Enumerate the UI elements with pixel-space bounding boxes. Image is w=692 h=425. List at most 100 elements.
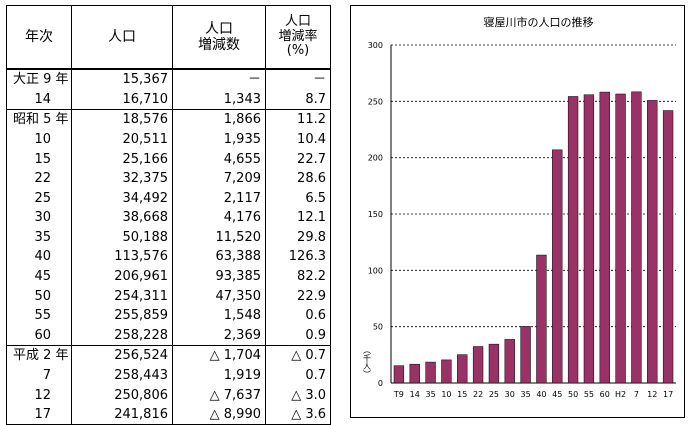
cell-rate: △ 3.6	[265, 404, 331, 425]
table-row: 30 38,668 4,176 12.1	[6, 208, 331, 228]
cell-year: 45	[6, 266, 72, 287]
cell-year: 10	[6, 129, 72, 150]
x-tick-label: T9	[393, 390, 404, 399]
cell-increase: 2,117	[172, 188, 266, 209]
y-axis-label: （千人）	[363, 346, 372, 378]
bar	[567, 96, 579, 384]
cell-year: 大正 9 年	[6, 68, 72, 90]
cell-increase: 11,520	[172, 227, 266, 248]
cell-increase: △ 7,637	[172, 385, 266, 405]
cell-rate: 6.5	[265, 188, 331, 209]
bar	[441, 359, 452, 384]
header-increase: 人口 増減数	[172, 5, 266, 70]
bar	[662, 110, 674, 384]
header-rate-line2: 増減率	[278, 28, 318, 44]
cell-population: 18,576	[71, 109, 173, 130]
y-tick-label: 200	[368, 154, 383, 163]
cell-population: 258,443	[71, 365, 173, 386]
cell-population: 206,961	[71, 266, 173, 287]
cell-population: 255,859	[71, 305, 173, 326]
x-tick-label: 25	[489, 390, 499, 399]
cell-population: 15,367	[71, 68, 173, 90]
cell-year: 14	[6, 89, 72, 110]
cell-year: 25	[6, 188, 72, 209]
x-tick-label: 60	[600, 390, 610, 399]
cell-increase: 1,343	[172, 89, 266, 110]
header-rate-line1: 人口	[284, 13, 311, 29]
x-tick-label: 40	[536, 390, 546, 399]
cell-population: 32,375	[71, 168, 173, 189]
cell-year: 17	[6, 404, 72, 425]
cell-rate: 11.2	[265, 109, 331, 130]
cell-rate: 8.7	[265, 89, 331, 110]
cell-rate: 0.6	[265, 305, 331, 326]
cell-population: 20,511	[71, 129, 173, 150]
table-row: 12 250,806 △ 7,637 △ 3.0	[6, 385, 331, 405]
cell-year: 平成 2 年	[6, 345, 72, 366]
bar	[457, 354, 468, 384]
table-row: 35 50,188 11,520 29.8	[6, 227, 331, 248]
cell-rate: 22.9	[265, 286, 331, 306]
cell-year: 35	[6, 227, 72, 248]
cell-year: 15	[6, 149, 72, 169]
y-tick-label: 250	[368, 97, 383, 106]
cell-rate: 82.2	[265, 266, 331, 287]
cell-population: 258,228	[71, 325, 173, 346]
x-tick-label: 10	[441, 390, 451, 399]
cell-increase: 7,209	[172, 168, 266, 189]
table-row: 25 34,492 2,117 6.5	[6, 188, 331, 209]
cell-year: 40	[6, 247, 72, 267]
cell-population: 250,806	[71, 385, 173, 405]
x-tick-label: 35	[425, 390, 435, 399]
cell-increase: △ 1,704	[172, 345, 266, 366]
table-row: 14 16,710 1,343 8.7	[6, 89, 331, 110]
header-increase-line1: 人口	[205, 20, 233, 37]
header-rate: 人口 増減率 (%)	[265, 5, 331, 70]
bar	[520, 326, 531, 384]
cell-rate: 126.3	[265, 247, 331, 267]
y-tick-label: 0	[378, 379, 383, 388]
table-row: 17 241,816 △ 8,990 △ 3.6	[6, 404, 331, 425]
bar	[409, 363, 420, 384]
bar	[425, 361, 436, 384]
cell-increase: 47,350	[172, 286, 266, 306]
y-tick-label: 100	[368, 266, 383, 275]
cell-population: 254,311	[71, 286, 173, 306]
cell-population: 25,166	[71, 149, 173, 169]
bar	[647, 100, 658, 384]
bar	[583, 94, 595, 384]
cell-increase: 4,176	[172, 208, 266, 228]
bar	[631, 91, 642, 384]
bar	[488, 343, 500, 384]
cell-increase: 1,548	[172, 305, 266, 326]
cell-increase: 63,388	[172, 247, 266, 267]
cell-rate: 29.8	[265, 227, 331, 248]
bar	[472, 346, 484, 384]
population-bar-chart: 寝屋川市の人口の推移 0 50 100 150 200 250 300 （千人） T9 14 35 10…	[363, 15, 676, 399]
cell-increase: 2,369	[172, 325, 266, 346]
table-row: 平成 2 年 256,524 △ 1,704 △ 0.7	[6, 345, 331, 366]
y-tick-label: 150	[368, 210, 383, 219]
cell-rate: △ 3.0	[265, 385, 331, 405]
cell-year: 55	[6, 305, 72, 326]
cell-increase: 1,919	[172, 365, 266, 386]
x-tick-label: H2	[615, 390, 626, 399]
cell-population: 50,188	[71, 227, 173, 248]
header-rate-line3: (%)	[286, 43, 310, 59]
cell-year: 7	[6, 365, 72, 386]
cell-year: 50	[6, 286, 72, 306]
bar	[599, 91, 610, 384]
y-tick-label: 50	[373, 323, 383, 332]
bar	[536, 254, 547, 384]
cell-population: 113,576	[71, 247, 173, 267]
x-tick-label: 15	[457, 390, 467, 399]
table-row: 7 258,443 1,919 0.7	[6, 365, 331, 386]
cell-increase: 4,655	[172, 149, 266, 169]
header-year: 年次	[6, 5, 72, 70]
cell-population: 16,710	[71, 89, 173, 110]
bar	[393, 365, 405, 384]
x-tick-label: 55	[584, 390, 594, 399]
cell-population: 241,816	[71, 404, 173, 425]
table-row: 45 206,961 93,385 82.2	[6, 266, 331, 287]
cell-rate: △ 0.7	[265, 345, 331, 366]
